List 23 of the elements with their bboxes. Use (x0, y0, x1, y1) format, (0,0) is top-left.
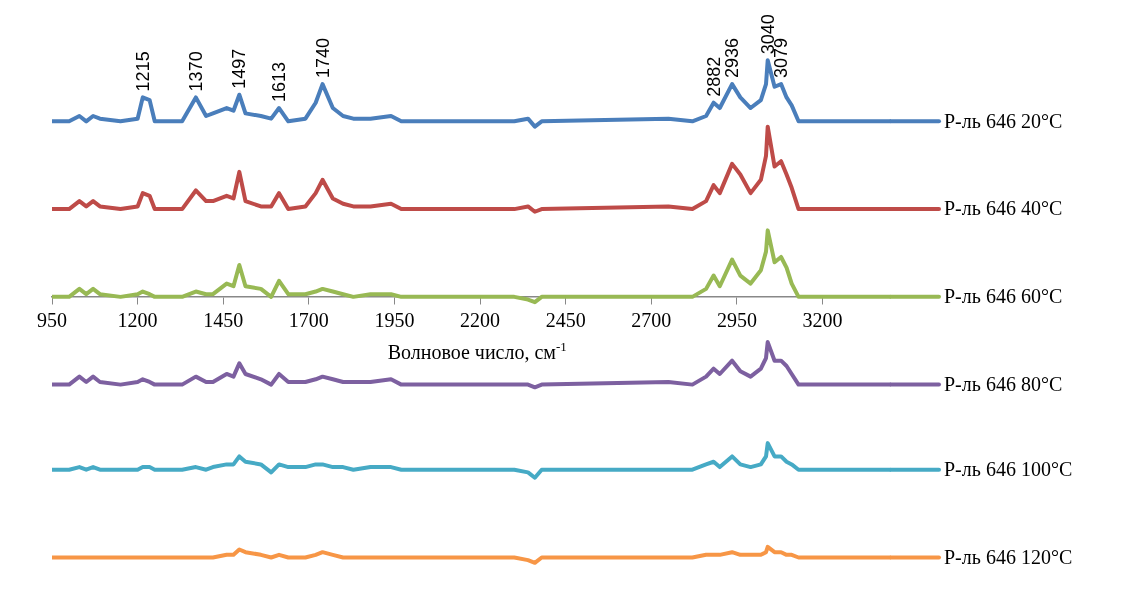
x-tick-label: 1450 (203, 309, 244, 332)
legend-label: Р-ль 646 80°C (944, 372, 1063, 395)
annotation: 2882 (703, 56, 724, 97)
annotation: 1613 (269, 61, 290, 103)
legend-label: Р-ль 646 20°C (944, 109, 1063, 132)
x-tick-label: 1950 (374, 309, 415, 332)
x-tick-label: 1200 (117, 309, 158, 332)
annotation: 2936 (722, 38, 743, 79)
legend-label: Р-ль 646 100°C (944, 457, 1073, 480)
annotation: 1497 (229, 48, 250, 89)
x-tick-label: 3200 (802, 309, 843, 332)
legend-label: Р-ль 646 40°C (944, 197, 1063, 220)
x-tick-label: 2950 (716, 309, 757, 332)
annotation: 1215 (132, 51, 153, 92)
x-tick-label: 1700 (288, 309, 329, 332)
legend-label: Р-ль 646 120°C (944, 545, 1073, 568)
annotation: 1740 (312, 38, 333, 79)
x-tick-label: 950 (37, 309, 67, 332)
x-tick-label: 2200 (460, 309, 501, 332)
annotation: 1370 (185, 51, 206, 92)
x-tick-label: 2700 (631, 309, 672, 332)
x-tick-label: 2450 (545, 309, 586, 332)
legend-label: Р-ль 646 60°C (944, 285, 1063, 308)
